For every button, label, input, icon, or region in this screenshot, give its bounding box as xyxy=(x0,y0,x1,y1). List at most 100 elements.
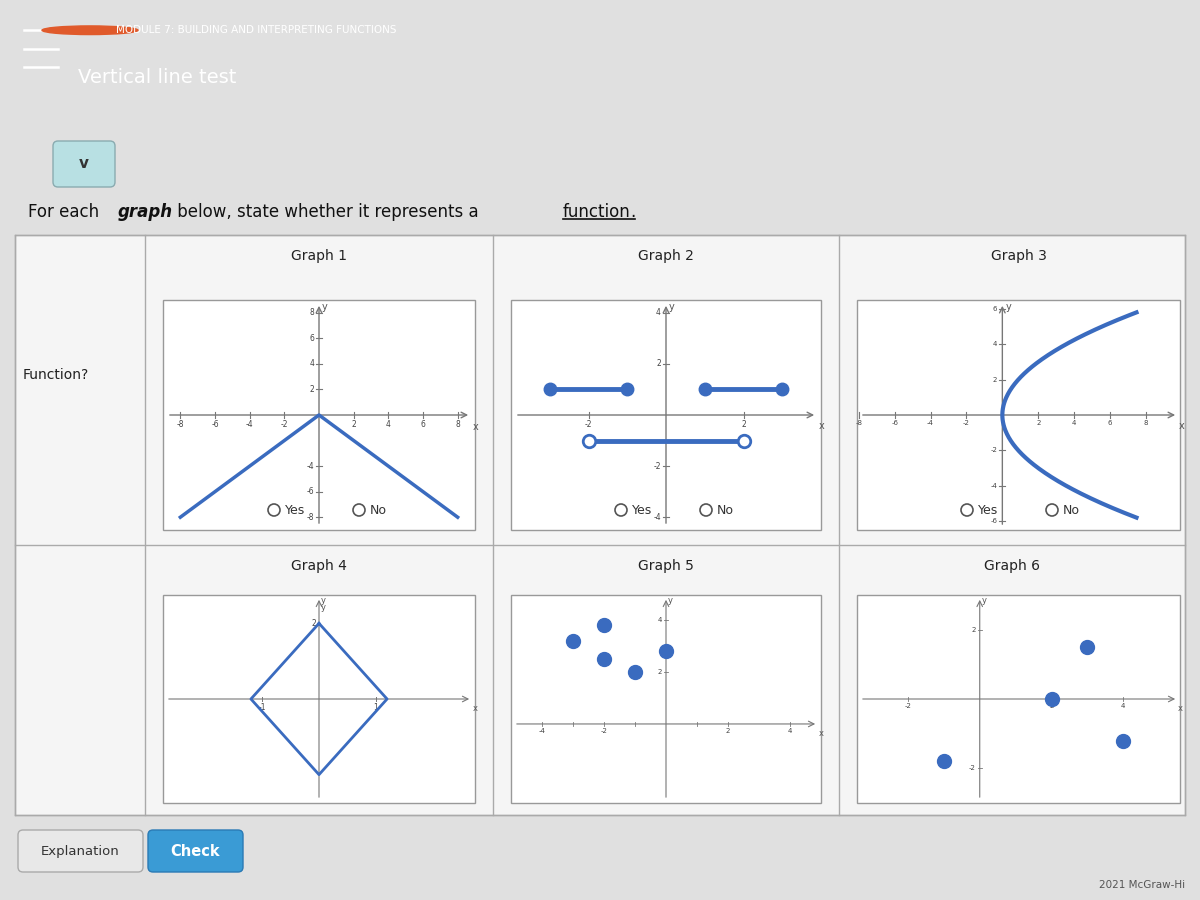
Text: No: No xyxy=(718,503,734,517)
Text: 2: 2 xyxy=(1036,420,1040,426)
Text: 2: 2 xyxy=(971,626,976,633)
Text: -2: -2 xyxy=(584,420,593,429)
Text: 6: 6 xyxy=(420,420,426,429)
Circle shape xyxy=(42,26,138,34)
Text: -2: -2 xyxy=(990,447,997,454)
Text: y: y xyxy=(668,596,673,605)
Text: Function?: Function? xyxy=(23,368,89,382)
Text: 6: 6 xyxy=(992,306,997,311)
Text: Graph 1: Graph 1 xyxy=(292,249,347,263)
Text: x: x xyxy=(1178,421,1184,431)
Text: Yes: Yes xyxy=(632,503,653,517)
Text: x: x xyxy=(818,421,824,431)
Bar xyxy=(857,595,1180,803)
Text: Graph 5: Graph 5 xyxy=(638,559,694,573)
Text: 2: 2 xyxy=(1049,703,1054,709)
Text: -2: -2 xyxy=(964,420,970,426)
Text: Check: Check xyxy=(170,843,220,859)
Text: Graph 6: Graph 6 xyxy=(984,559,1040,573)
FancyBboxPatch shape xyxy=(18,830,143,872)
Bar xyxy=(857,300,1180,530)
Text: -2: -2 xyxy=(968,765,976,771)
Text: 4: 4 xyxy=(656,309,661,318)
Text: -4: -4 xyxy=(246,420,253,429)
Text: Graph 2: Graph 2 xyxy=(638,249,694,263)
Text: For each: For each xyxy=(28,203,104,221)
Text: -4: -4 xyxy=(928,420,934,426)
Text: -4: -4 xyxy=(306,462,314,471)
Bar xyxy=(14,235,1186,815)
Text: -4: -4 xyxy=(653,513,661,522)
Text: -6: -6 xyxy=(990,518,997,524)
Text: Explanation: Explanation xyxy=(41,844,119,858)
Bar xyxy=(163,300,475,530)
Text: No: No xyxy=(1063,503,1080,517)
Text: 2: 2 xyxy=(310,385,314,394)
Text: No: No xyxy=(370,503,386,517)
Text: y: y xyxy=(670,302,674,312)
Text: 6: 6 xyxy=(310,334,314,343)
Text: Yes: Yes xyxy=(978,503,998,517)
FancyBboxPatch shape xyxy=(148,830,242,872)
Bar xyxy=(511,595,821,803)
Text: y: y xyxy=(322,603,326,612)
Text: -2: -2 xyxy=(905,703,911,709)
Text: 2: 2 xyxy=(656,359,661,368)
Text: x: x xyxy=(818,729,824,738)
Text: MODULE 7: BUILDING AND INTERPRETING FUNCTIONS: MODULE 7: BUILDING AND INTERPRETING FUNC… xyxy=(116,25,397,35)
Text: 4: 4 xyxy=(310,359,314,368)
Text: 2: 2 xyxy=(311,619,316,628)
FancyBboxPatch shape xyxy=(53,141,115,187)
Circle shape xyxy=(700,504,712,516)
Text: -6: -6 xyxy=(892,420,898,426)
Text: y: y xyxy=(1006,302,1012,312)
Text: 4: 4 xyxy=(1072,420,1076,426)
Text: 4: 4 xyxy=(992,341,997,347)
Text: graph: graph xyxy=(118,203,173,221)
Circle shape xyxy=(353,504,365,516)
Text: 4: 4 xyxy=(1121,703,1126,709)
Text: 4: 4 xyxy=(386,420,391,429)
Text: 4: 4 xyxy=(788,728,792,734)
Text: -8: -8 xyxy=(306,513,314,522)
Text: -1: -1 xyxy=(258,703,266,712)
Text: y: y xyxy=(322,302,328,312)
Text: -2: -2 xyxy=(654,462,661,471)
Text: -8: -8 xyxy=(176,420,184,429)
Text: 8: 8 xyxy=(455,420,460,429)
Text: x: x xyxy=(1178,704,1183,713)
Text: -4: -4 xyxy=(990,482,997,489)
Circle shape xyxy=(961,504,973,516)
Text: x: x xyxy=(473,704,478,713)
Text: y: y xyxy=(322,596,326,605)
Text: y: y xyxy=(982,596,986,605)
Text: -2: -2 xyxy=(281,420,288,429)
Text: 8: 8 xyxy=(310,309,314,318)
Text: below, state whether it represents a: below, state whether it represents a xyxy=(172,203,484,221)
Circle shape xyxy=(268,504,280,516)
Text: -2: -2 xyxy=(600,728,607,734)
Circle shape xyxy=(616,504,628,516)
Text: x: x xyxy=(473,422,479,432)
Text: 2: 2 xyxy=(726,728,730,734)
Text: 2: 2 xyxy=(352,420,356,429)
Text: Graph 4: Graph 4 xyxy=(292,559,347,573)
Text: 4: 4 xyxy=(658,617,662,623)
Text: 1: 1 xyxy=(373,703,378,712)
Text: 8: 8 xyxy=(1144,420,1148,426)
Text: Graph 3: Graph 3 xyxy=(990,249,1046,263)
Text: Yes: Yes xyxy=(286,503,305,517)
Text: -6: -6 xyxy=(211,420,218,429)
Text: .: . xyxy=(630,203,635,221)
Circle shape xyxy=(1046,504,1058,516)
Text: 2: 2 xyxy=(992,376,997,382)
Text: 2021 McGraw-Hi: 2021 McGraw-Hi xyxy=(1099,880,1186,890)
Text: 2: 2 xyxy=(742,420,746,429)
Text: -4: -4 xyxy=(539,728,546,734)
Text: function: function xyxy=(563,203,631,221)
Text: -6: -6 xyxy=(306,487,314,496)
Bar xyxy=(511,300,821,530)
Bar xyxy=(163,595,475,803)
Text: 2: 2 xyxy=(658,669,662,675)
Text: 6: 6 xyxy=(1108,420,1112,426)
